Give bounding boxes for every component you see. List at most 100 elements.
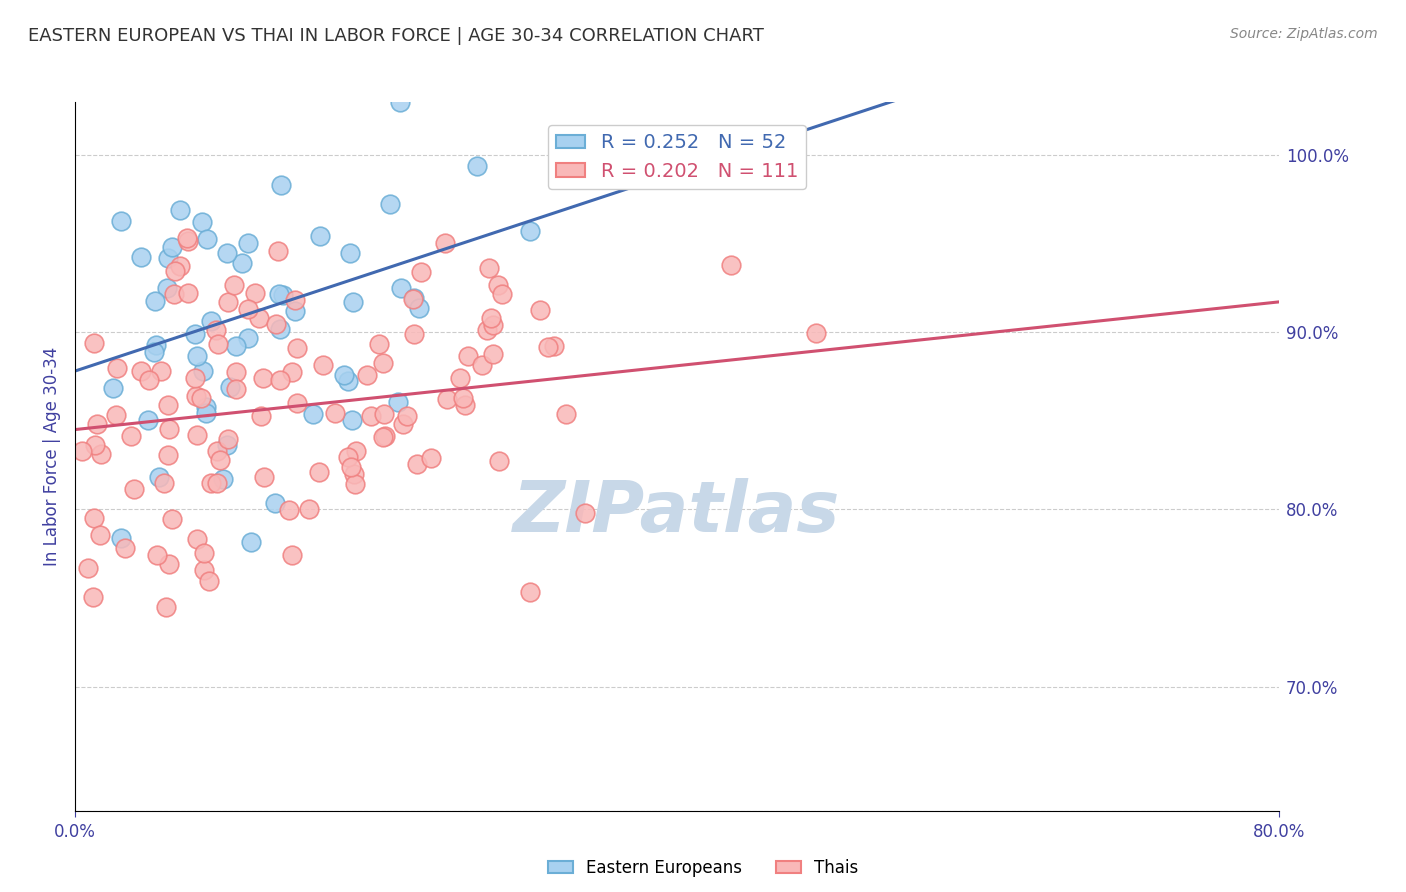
Point bbox=[433, 235, 456, 250]
Point bbox=[148, 470, 170, 484]
Point bbox=[270, 178, 292, 193]
Point bbox=[471, 359, 494, 373]
Point bbox=[252, 371, 274, 385]
Point bbox=[402, 326, 425, 341]
Point bbox=[77, 560, 100, 574]
Point bbox=[344, 444, 367, 458]
Point bbox=[436, 392, 458, 406]
Point bbox=[269, 287, 291, 301]
Point bbox=[475, 323, 498, 337]
Point bbox=[157, 398, 180, 412]
Point bbox=[120, 429, 142, 443]
Point bbox=[157, 558, 180, 572]
Point bbox=[136, 412, 159, 426]
Point bbox=[266, 244, 288, 258]
Point bbox=[396, 409, 419, 424]
Point bbox=[537, 340, 560, 354]
Point bbox=[325, 406, 347, 420]
Point bbox=[156, 252, 179, 266]
Point bbox=[141, 60, 163, 74]
Point bbox=[105, 408, 128, 422]
Point bbox=[114, 541, 136, 555]
Point bbox=[482, 347, 505, 361]
Point bbox=[162, 287, 184, 301]
Point bbox=[160, 240, 183, 254]
Point bbox=[420, 450, 443, 465]
Y-axis label: In Labor Force | Age 30-34: In Labor Force | Age 30-34 bbox=[44, 347, 60, 566]
Point bbox=[342, 412, 364, 426]
Point bbox=[225, 339, 247, 353]
Legend: Eastern Europeans, Thais: Eastern Europeans, Thais bbox=[541, 853, 865, 884]
Point bbox=[138, 373, 160, 387]
Point bbox=[205, 444, 228, 458]
Point bbox=[488, 453, 510, 467]
Point bbox=[86, 417, 108, 432]
Point bbox=[105, 361, 128, 376]
Point bbox=[169, 259, 191, 273]
Point bbox=[184, 326, 207, 341]
Point bbox=[160, 512, 183, 526]
Point bbox=[195, 232, 218, 246]
Point bbox=[308, 466, 330, 480]
Point bbox=[236, 235, 259, 250]
Point bbox=[411, 265, 433, 279]
Point bbox=[83, 510, 105, 524]
Point bbox=[465, 159, 488, 173]
Point bbox=[454, 398, 477, 412]
Point bbox=[491, 287, 513, 301]
Point bbox=[194, 400, 217, 414]
Point bbox=[200, 314, 222, 328]
Point bbox=[389, 95, 412, 109]
Point bbox=[373, 407, 395, 421]
Point bbox=[176, 285, 198, 300]
Point bbox=[574, 506, 596, 520]
Point bbox=[343, 477, 366, 491]
Point bbox=[312, 358, 335, 372]
Point bbox=[146, 548, 169, 562]
Point bbox=[277, 503, 299, 517]
Point bbox=[374, 429, 396, 443]
Point bbox=[451, 391, 474, 405]
Point bbox=[110, 531, 132, 545]
Point bbox=[208, 452, 231, 467]
Point bbox=[231, 256, 253, 270]
Point bbox=[156, 448, 179, 462]
Point bbox=[190, 391, 212, 405]
Point bbox=[184, 370, 207, 384]
Point bbox=[271, 288, 294, 302]
Point bbox=[207, 336, 229, 351]
Point bbox=[543, 339, 565, 353]
Point bbox=[302, 408, 325, 422]
Point bbox=[404, 291, 426, 305]
Point bbox=[264, 317, 287, 331]
Text: ZIPatlas: ZIPatlas bbox=[513, 478, 841, 548]
Point bbox=[264, 496, 287, 510]
Point bbox=[402, 293, 425, 307]
Point bbox=[392, 417, 415, 431]
Text: EASTERN EUROPEAN VS THAI IN LABOR FORCE | AGE 30-34 CORRELATION CHART: EASTERN EUROPEAN VS THAI IN LABOR FORCE … bbox=[28, 27, 763, 45]
Point bbox=[207, 476, 229, 491]
Point bbox=[356, 368, 378, 383]
Point bbox=[554, 408, 576, 422]
Point bbox=[529, 303, 551, 318]
Point bbox=[449, 370, 471, 384]
Point bbox=[193, 563, 215, 577]
Point bbox=[804, 326, 827, 340]
Point bbox=[478, 261, 501, 276]
Point bbox=[373, 430, 395, 444]
Point bbox=[129, 251, 152, 265]
Point bbox=[284, 304, 307, 318]
Point bbox=[122, 482, 145, 496]
Point bbox=[225, 382, 247, 396]
Point bbox=[408, 301, 430, 315]
Point bbox=[482, 318, 505, 333]
Point bbox=[143, 344, 166, 359]
Point bbox=[186, 349, 208, 363]
Point bbox=[143, 293, 166, 308]
Point bbox=[225, 365, 247, 379]
Point bbox=[193, 546, 215, 560]
Point bbox=[488, 277, 510, 292]
Point bbox=[215, 245, 238, 260]
Point bbox=[186, 532, 208, 546]
Point bbox=[247, 310, 270, 325]
